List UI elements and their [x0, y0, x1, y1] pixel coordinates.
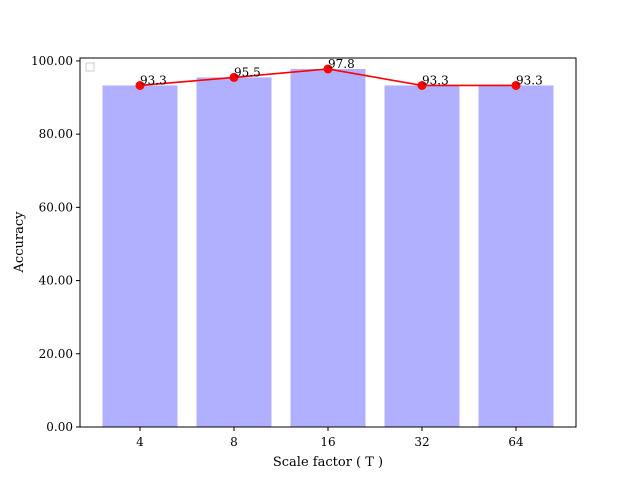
bar-8	[196, 77, 272, 427]
x-tick-label: 64	[508, 435, 524, 449]
data-label-4: 93.3	[140, 73, 167, 87]
legend-box	[85, 62, 95, 72]
y-tick-label: 60.00	[39, 200, 73, 214]
point-8	[229, 72, 239, 82]
x-axis-label: Scale factor ( T )	[273, 455, 383, 470]
y-tick-label: 0.00	[46, 420, 73, 434]
point-4	[135, 80, 145, 90]
y-tick-label: 20.00	[39, 347, 73, 361]
x-tick-label: 32	[414, 435, 429, 449]
x-axis: 4 8 16 32 64	[136, 427, 524, 449]
data-label-8: 95.5	[234, 65, 261, 79]
x-tick-label: 4	[136, 435, 144, 449]
y-tick-label: 80.00	[39, 127, 73, 141]
x-tick-label: 16	[320, 435, 335, 449]
bar-16	[290, 68, 366, 427]
line-series	[135, 64, 521, 90]
data-label-16: 97.8	[328, 57, 355, 71]
point-16	[323, 64, 333, 74]
y-axis-label: Accuracy	[12, 211, 27, 274]
y-tick-label: 100.00	[31, 54, 73, 68]
data-label-64: 93.3	[516, 73, 543, 87]
point-32	[417, 80, 427, 90]
data-label-32: 93.3	[422, 73, 449, 87]
bar-64	[478, 85, 554, 428]
bar-32	[384, 85, 460, 428]
bar-series	[102, 68, 554, 428]
y-tick-label: 40.00	[39, 274, 73, 288]
data-labels: 93.3 95.5 97.8 93.3 93.3	[140, 57, 543, 87]
bar-4	[102, 85, 178, 428]
y-axis: 0.00 20.00 40.00 60.00 80.00 100.00	[31, 54, 80, 434]
point-64	[511, 80, 521, 90]
x-tick-label: 8	[230, 435, 238, 449]
